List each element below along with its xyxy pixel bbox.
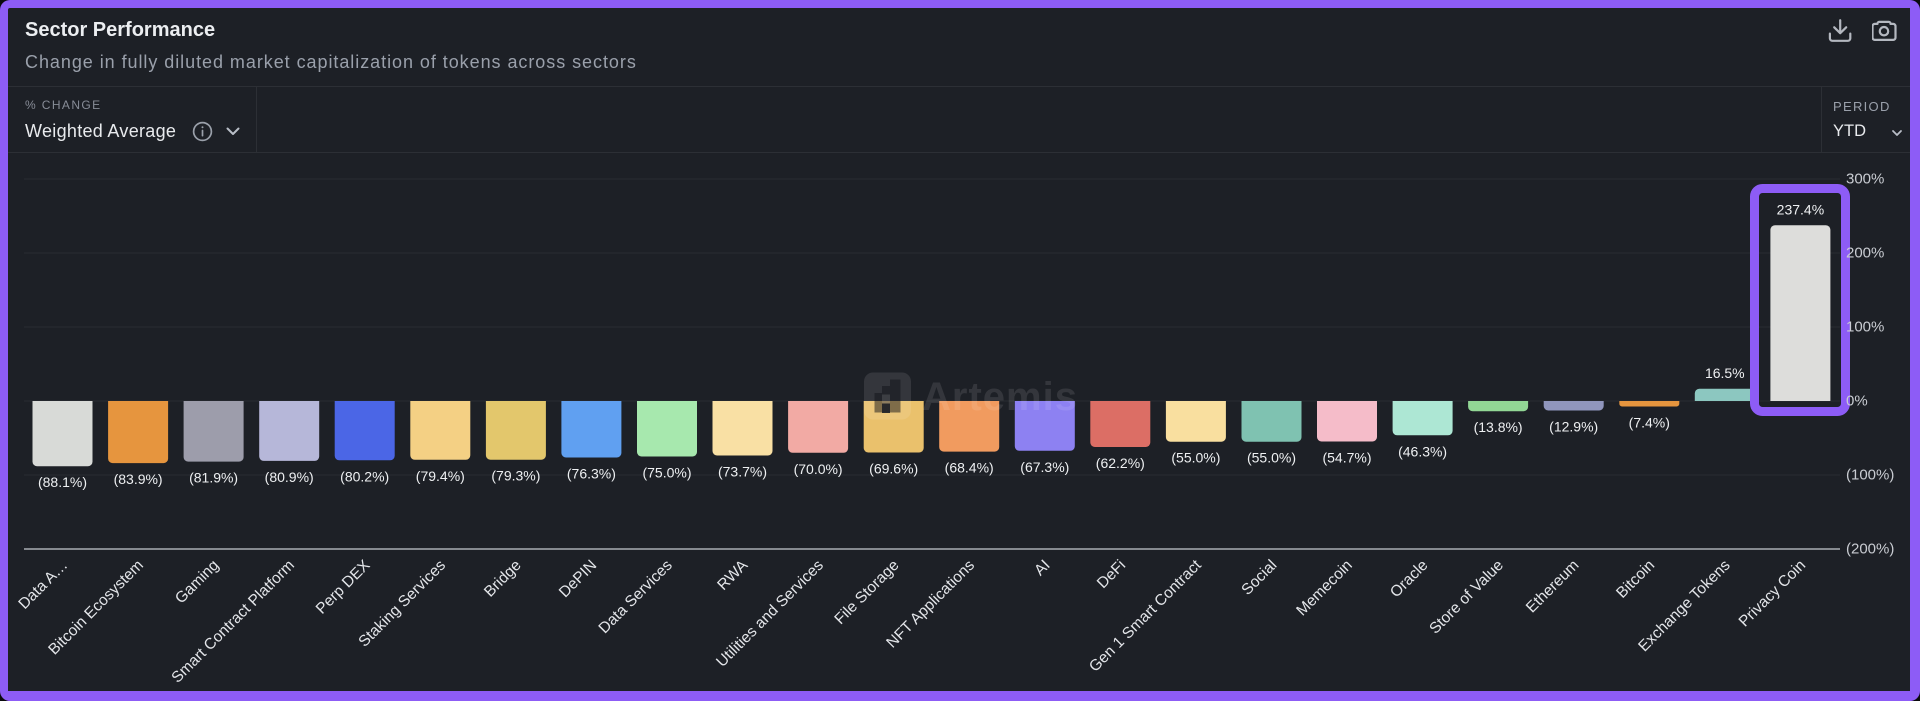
svg-text:Data Services: Data Services	[596, 557, 676, 637]
svg-text:(81.9%): (81.9%)	[189, 470, 238, 486]
svg-text:(80.9%): (80.9%)	[265, 469, 314, 485]
svg-text:AI: AI	[1031, 557, 1053, 579]
svg-text:(13.8%): (13.8%)	[1474, 419, 1523, 435]
svg-text:(55.0%): (55.0%)	[1171, 450, 1220, 466]
svg-text:(54.7%): (54.7%)	[1322, 450, 1371, 466]
svg-text:(79.3%): (79.3%)	[491, 468, 540, 484]
svg-text:(62.2%): (62.2%)	[1096, 455, 1145, 471]
svg-text:Bitcoin: Bitcoin	[1613, 557, 1658, 602]
svg-text:(12.9%): (12.9%)	[1549, 419, 1598, 435]
svg-text:Gaming: Gaming	[172, 557, 222, 607]
svg-text:300%: 300%	[1846, 171, 1884, 188]
svg-text:Ethereum: Ethereum	[1523, 557, 1583, 617]
svg-text:Artemis: Artemis	[922, 375, 1078, 419]
svg-text:16.5%: 16.5%	[1705, 365, 1745, 381]
svg-text:(46.3%): (46.3%)	[1398, 443, 1447, 459]
svg-text:(200%): (200%)	[1846, 541, 1894, 558]
svg-text:(7.4%): (7.4%)	[1629, 415, 1670, 431]
svg-text:(75.0%): (75.0%)	[642, 465, 691, 481]
svg-text:Social: Social	[1238, 557, 1280, 599]
svg-text:Store of Value: Store of Value	[1426, 557, 1507, 638]
svg-text:(79.4%): (79.4%)	[416, 468, 465, 484]
svg-text:Memecoin: Memecoin	[1293, 557, 1356, 620]
svg-text:(55.0%): (55.0%)	[1247, 450, 1296, 466]
svg-text:(70.0%): (70.0%)	[794, 461, 843, 477]
svg-text:(83.9%): (83.9%)	[114, 471, 163, 487]
svg-text:(69.6%): (69.6%)	[869, 461, 918, 477]
svg-text:DeFi: DeFi	[1094, 557, 1129, 592]
svg-text:237.4%: 237.4%	[1777, 201, 1824, 217]
svg-text:(67.3%): (67.3%)	[1020, 459, 1069, 475]
svg-text:(80.2%): (80.2%)	[340, 468, 389, 484]
svg-text:Bridge: Bridge	[481, 557, 525, 601]
svg-text:Oracle: Oracle	[1387, 557, 1431, 601]
svg-text:File Storage: File Storage	[831, 557, 902, 628]
svg-text:0%: 0%	[1846, 393, 1868, 410]
svg-text:DePIN: DePIN	[556, 557, 600, 601]
svg-text:100%: 100%	[1846, 319, 1884, 336]
svg-text:(100%): (100%)	[1846, 467, 1894, 484]
svg-text:Smart Contract Platform: Smart Contract Platform	[168, 557, 298, 687]
svg-text:RWA: RWA	[714, 556, 751, 593]
svg-text:Perp DEX: Perp DEX	[313, 556, 374, 617]
svg-text:200%: 200%	[1846, 245, 1884, 262]
svg-text:(68.4%): (68.4%)	[945, 460, 994, 476]
svg-text:(88.1%): (88.1%)	[38, 474, 87, 490]
svg-text:Privacy Coin: Privacy Coin	[1736, 557, 1810, 631]
svg-text:(76.3%): (76.3%)	[567, 466, 616, 482]
svg-text:Data A…: Data A…	[15, 557, 71, 613]
svg-text:(73.7%): (73.7%)	[718, 464, 767, 480]
